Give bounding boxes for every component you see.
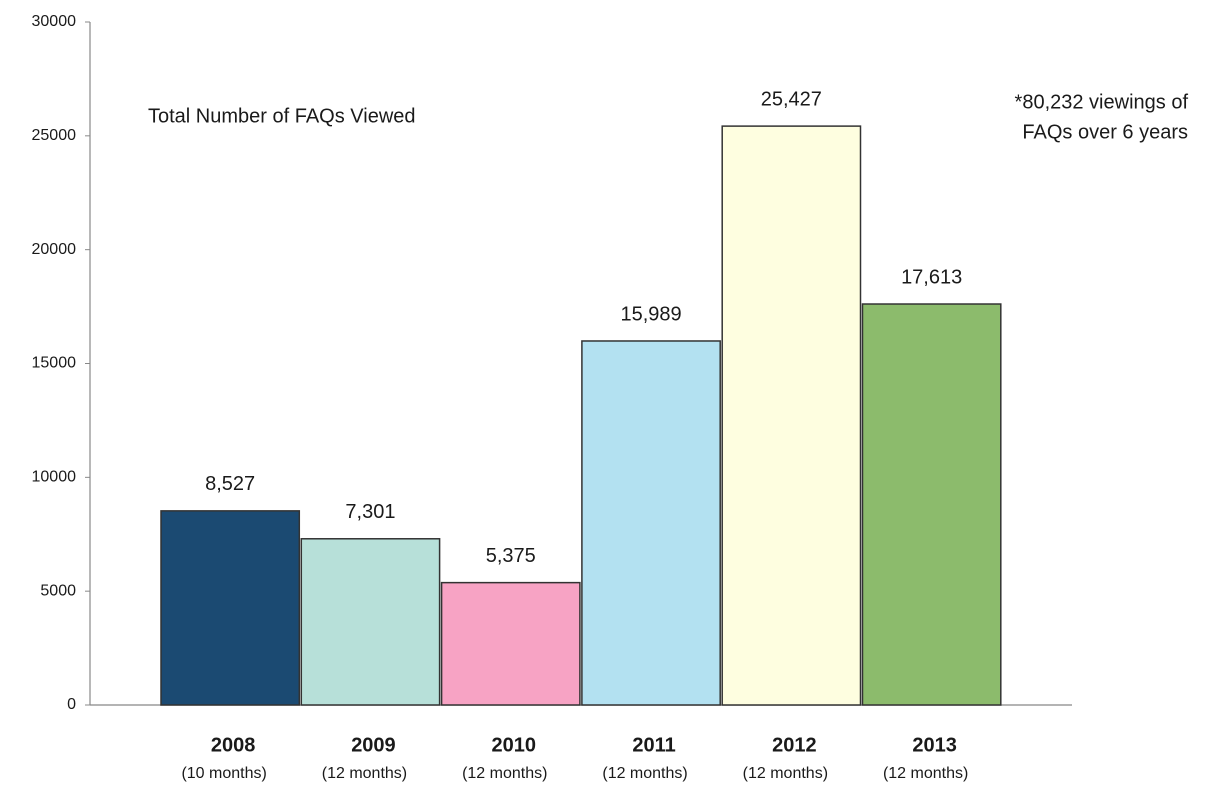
x-tick-label: 2012	[772, 734, 817, 756]
bar	[300, 538, 441, 706]
value-label: 15,989	[620, 303, 681, 325]
x-tick-label: 2011	[632, 734, 675, 756]
bar	[581, 340, 721, 706]
bar	[440, 581, 581, 706]
x-tick-note: (12 months)	[883, 765, 968, 782]
bar	[160, 510, 301, 706]
value-label: 17,613	[901, 266, 962, 288]
value-label: 5,375	[486, 545, 536, 567]
annotation: *80,232 viewings of	[1015, 91, 1189, 113]
x-tick-label: 2010	[492, 734, 537, 756]
y-tick-label: 30000	[32, 13, 77, 30]
y-tick-label: 10000	[32, 469, 77, 486]
x-tick-note: (12 months)	[462, 765, 547, 782]
x-tick-note: (10 months)	[181, 765, 266, 782]
x-tick-note: (12 months)	[322, 765, 407, 782]
y-tick-label: 5000	[40, 582, 76, 599]
bar	[861, 303, 1002, 706]
value-label: 8,527	[205, 473, 255, 495]
y-tick-label: 15000	[32, 355, 77, 372]
x-tick-label: 2008	[211, 734, 256, 756]
value-label: 7,301	[345, 501, 395, 523]
y-tick-label: 25000	[32, 127, 77, 144]
x-tick-note: (12 months)	[743, 765, 828, 782]
y-tick-label: 0	[67, 696, 76, 713]
chart-title: Total Number of FAQs Viewed	[148, 105, 416, 127]
x-tick-note: (12 months)	[602, 765, 687, 782]
x-tick-label: 2013	[912, 734, 957, 756]
bar	[721, 125, 862, 706]
y-tick-label: 20000	[32, 241, 77, 258]
annotation: FAQs over 6 years	[1022, 121, 1188, 143]
value-label: 25,427	[761, 88, 822, 110]
x-tick-label: 2009	[351, 734, 396, 756]
